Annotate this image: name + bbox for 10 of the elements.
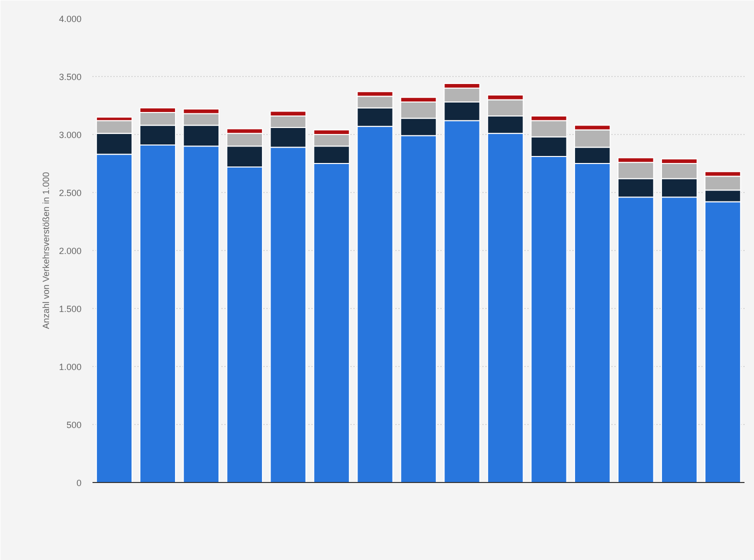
y-tick-label: 3.500 — [58, 72, 82, 82]
y-tick-label: 4.000 — [58, 14, 82, 24]
y-tick-label: 2.000 — [58, 246, 82, 256]
y-tick-label: 1.000 — [58, 362, 82, 372]
y-tick-label: 2.500 — [58, 188, 82, 198]
y-tick-label: 0 — [76, 478, 82, 488]
y-tick-label: 1.500 — [58, 304, 82, 314]
y-tick-label: 500 — [66, 420, 82, 430]
y-tick-label: 3.000 — [58, 130, 82, 140]
y-axis-title: Anzahl von Verkehrsverstößen in 1.000 — [40, 172, 51, 330]
